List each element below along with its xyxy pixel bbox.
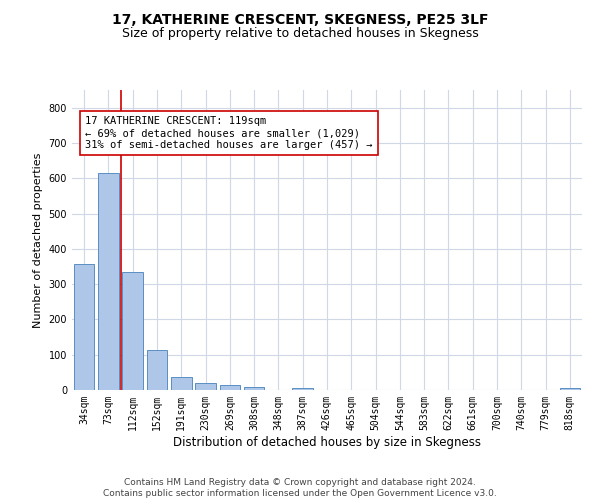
Text: Size of property relative to detached houses in Skegness: Size of property relative to detached ho… xyxy=(122,28,478,40)
Bar xyxy=(244,387,265,390)
Bar xyxy=(74,264,94,390)
Bar xyxy=(171,378,191,390)
Text: Contains HM Land Registry data © Crown copyright and database right 2024.
Contai: Contains HM Land Registry data © Crown c… xyxy=(103,478,497,498)
Bar xyxy=(98,174,119,390)
Bar xyxy=(146,350,167,390)
Bar xyxy=(195,383,216,390)
Text: 17 KATHERINE CRESCENT: 119sqm
← 69% of detached houses are smaller (1,029)
31% o: 17 KATHERINE CRESCENT: 119sqm ← 69% of d… xyxy=(85,116,373,150)
Text: 17, KATHERINE CRESCENT, SKEGNESS, PE25 3LF: 17, KATHERINE CRESCENT, SKEGNESS, PE25 3… xyxy=(112,12,488,26)
Y-axis label: Number of detached properties: Number of detached properties xyxy=(33,152,43,328)
Bar xyxy=(122,272,143,390)
Bar xyxy=(560,388,580,390)
Bar xyxy=(292,388,313,390)
X-axis label: Distribution of detached houses by size in Skegness: Distribution of detached houses by size … xyxy=(173,436,481,448)
Bar xyxy=(220,385,240,390)
